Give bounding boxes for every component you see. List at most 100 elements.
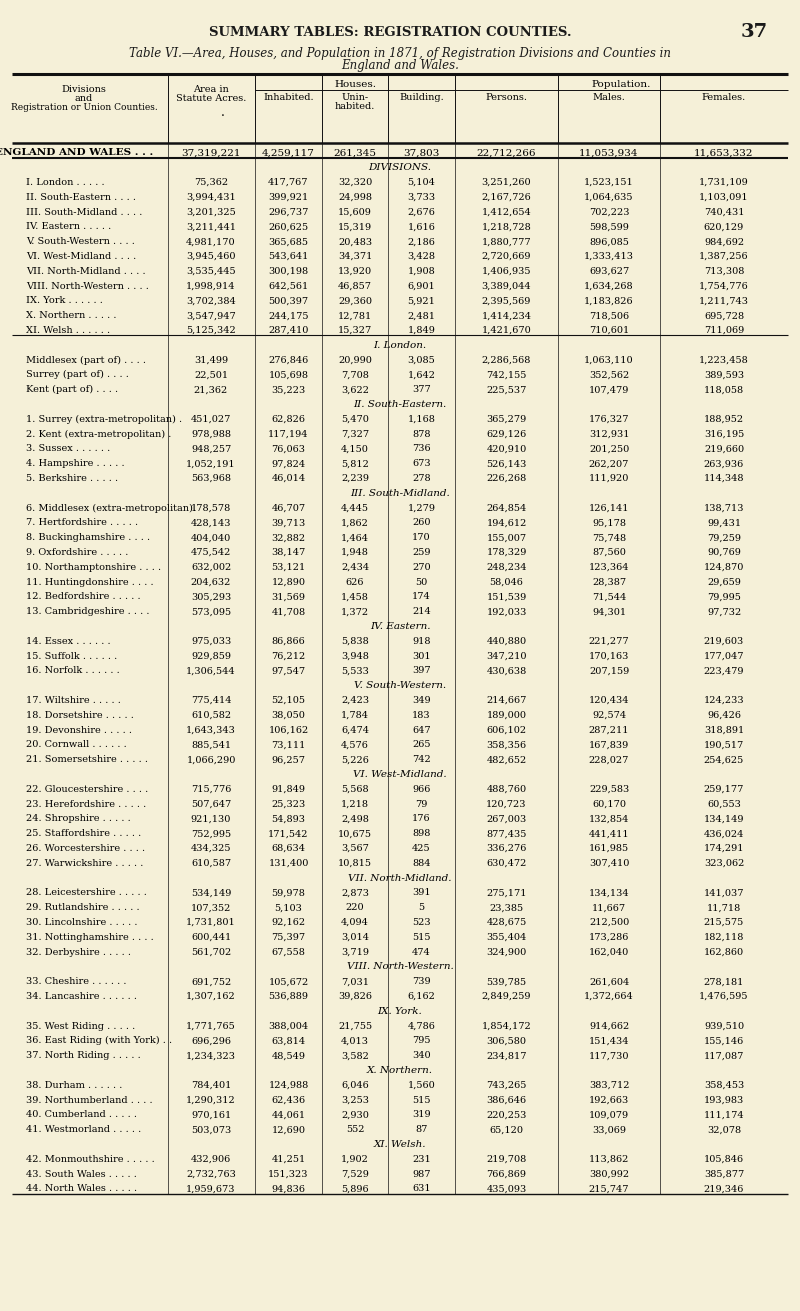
Text: 33,069: 33,069: [592, 1125, 626, 1134]
Text: 918: 918: [412, 637, 430, 646]
Text: 192,663: 192,663: [589, 1096, 629, 1105]
Text: 260,625: 260,625: [269, 223, 309, 232]
Text: Inhabited.: Inhabited.: [263, 93, 314, 102]
Text: 44,061: 44,061: [271, 1110, 306, 1120]
Text: 15,319: 15,319: [338, 223, 372, 232]
Text: 598,599: 598,599: [589, 223, 629, 232]
Text: 2,239: 2,239: [341, 475, 369, 482]
Text: 214: 214: [412, 607, 431, 616]
Text: 515: 515: [412, 1096, 430, 1105]
Text: 117,194: 117,194: [268, 430, 309, 439]
Text: 287,211: 287,211: [589, 725, 630, 734]
Text: 718,506: 718,506: [589, 311, 629, 320]
Text: 929,859: 929,859: [191, 652, 231, 661]
Text: 1,412,654: 1,412,654: [482, 207, 531, 216]
Text: 877,435: 877,435: [486, 830, 526, 838]
Text: 425: 425: [412, 844, 431, 853]
Text: 2,286,568: 2,286,568: [482, 355, 531, 364]
Text: 31. Nottinghamshire . . . .: 31. Nottinghamshire . . . .: [26, 933, 154, 941]
Text: 37,803: 37,803: [403, 148, 440, 157]
Text: VII. North-Midland . . . .: VII. North-Midland . . . .: [26, 267, 146, 275]
Text: 287,410: 287,410: [268, 326, 309, 336]
Text: 41,708: 41,708: [271, 607, 306, 616]
Text: 1,560: 1,560: [408, 1080, 435, 1089]
Text: 10. Northamptonshire . . . .: 10. Northamptonshire . . . .: [26, 562, 161, 572]
Text: 131,400: 131,400: [268, 859, 309, 868]
Text: 62,436: 62,436: [271, 1096, 306, 1105]
Text: 3,948: 3,948: [341, 652, 369, 661]
Text: 221,277: 221,277: [589, 637, 630, 646]
Text: 752,995: 752,995: [191, 830, 231, 838]
Text: 58,046: 58,046: [490, 578, 523, 586]
Text: 219,603: 219,603: [704, 637, 744, 646]
Text: 5. Berkshire . . . . .: 5. Berkshire . . . . .: [26, 475, 118, 482]
Text: 9. Oxfordshire . . . . .: 9. Oxfordshire . . . . .: [26, 548, 128, 557]
Text: and: and: [75, 94, 93, 104]
Text: 435,093: 435,093: [486, 1184, 526, 1193]
Text: 966: 966: [412, 785, 430, 794]
Text: 25. Staffordshire . . . . .: 25. Staffordshire . . . . .: [26, 830, 142, 838]
Text: 20,483: 20,483: [338, 237, 372, 246]
Text: 29,659: 29,659: [707, 578, 741, 586]
Text: Surrey (part of) . . . .: Surrey (part of) . . . .: [26, 370, 129, 379]
Text: 1,849: 1,849: [407, 326, 435, 336]
Text: 7,031: 7,031: [341, 977, 369, 986]
Text: 94,301: 94,301: [592, 607, 626, 616]
Text: 75,362: 75,362: [194, 178, 228, 187]
Text: 939,510: 939,510: [704, 1021, 744, 1030]
Text: 552: 552: [346, 1125, 364, 1134]
Text: 106,162: 106,162: [268, 725, 309, 734]
Text: 107,352: 107,352: [191, 903, 231, 912]
Text: 92,574: 92,574: [592, 711, 626, 720]
Text: 170: 170: [412, 534, 431, 543]
Text: 5,896: 5,896: [341, 1184, 369, 1193]
Text: 75,748: 75,748: [592, 534, 626, 543]
Text: X. Northern.: X. Northern.: [367, 1066, 433, 1075]
Text: 117,730: 117,730: [589, 1051, 630, 1061]
Text: Persons.: Persons.: [486, 93, 527, 102]
Text: 13. Cambridgeshire . . . .: 13. Cambridgeshire . . . .: [26, 607, 150, 616]
Text: 117,087: 117,087: [704, 1051, 744, 1061]
Text: 5,470: 5,470: [341, 414, 369, 423]
Text: 629,126: 629,126: [486, 430, 526, 439]
Text: 5,533: 5,533: [341, 666, 369, 675]
Text: 3,211,441: 3,211,441: [186, 223, 236, 232]
Text: 193,983: 193,983: [704, 1096, 744, 1105]
Text: 114,348: 114,348: [704, 475, 744, 482]
Text: 30. Lincolnshire . . . . .: 30. Lincolnshire . . . . .: [26, 918, 138, 927]
Text: 46,014: 46,014: [271, 475, 306, 482]
Text: 19. Devonshire . . . . .: 19. Devonshire . . . . .: [26, 725, 132, 734]
Text: 35,223: 35,223: [271, 385, 306, 395]
Text: 188,952: 188,952: [704, 414, 744, 423]
Text: 107,479: 107,479: [589, 385, 629, 395]
Text: 111,920: 111,920: [589, 475, 629, 482]
Text: 399,921: 399,921: [268, 193, 309, 202]
Text: 63,814: 63,814: [271, 1037, 306, 1045]
Text: 105,846: 105,846: [704, 1155, 744, 1164]
Text: 46,857: 46,857: [338, 282, 372, 291]
Text: Kent (part of) . . . .: Kent (part of) . . . .: [26, 385, 118, 395]
Text: 2. Kent (extra-metropolitan) .: 2. Kent (extra-metropolitan) .: [26, 430, 171, 439]
Text: 896,085: 896,085: [589, 237, 629, 246]
Text: 1,643,343: 1,643,343: [186, 725, 236, 734]
Text: 11,718: 11,718: [707, 903, 741, 912]
Text: 474: 474: [412, 948, 431, 957]
Text: V. South-Western.: V. South-Western.: [354, 682, 446, 690]
Text: XI. Welsh.: XI. Welsh.: [374, 1141, 426, 1148]
Text: IX. York . . . . . .: IX. York . . . . . .: [26, 296, 103, 305]
Text: 207,159: 207,159: [589, 666, 629, 675]
Text: 54,893: 54,893: [271, 814, 306, 823]
Text: 215,575: 215,575: [704, 918, 744, 927]
Text: 3,014: 3,014: [341, 933, 369, 941]
Text: 610,582: 610,582: [191, 711, 231, 720]
Text: 1,642: 1,642: [407, 371, 435, 379]
Text: 305,293: 305,293: [191, 593, 231, 602]
Text: 5,226: 5,226: [341, 755, 369, 764]
Text: 573,095: 573,095: [191, 607, 231, 616]
Text: 475,542: 475,542: [191, 548, 231, 557]
Text: 388,004: 388,004: [269, 1021, 309, 1030]
Text: Houses.: Houses.: [334, 80, 376, 89]
Text: 5,921: 5,921: [407, 296, 435, 305]
Text: 316,195: 316,195: [704, 430, 744, 439]
Text: 432,906: 432,906: [191, 1155, 231, 1164]
